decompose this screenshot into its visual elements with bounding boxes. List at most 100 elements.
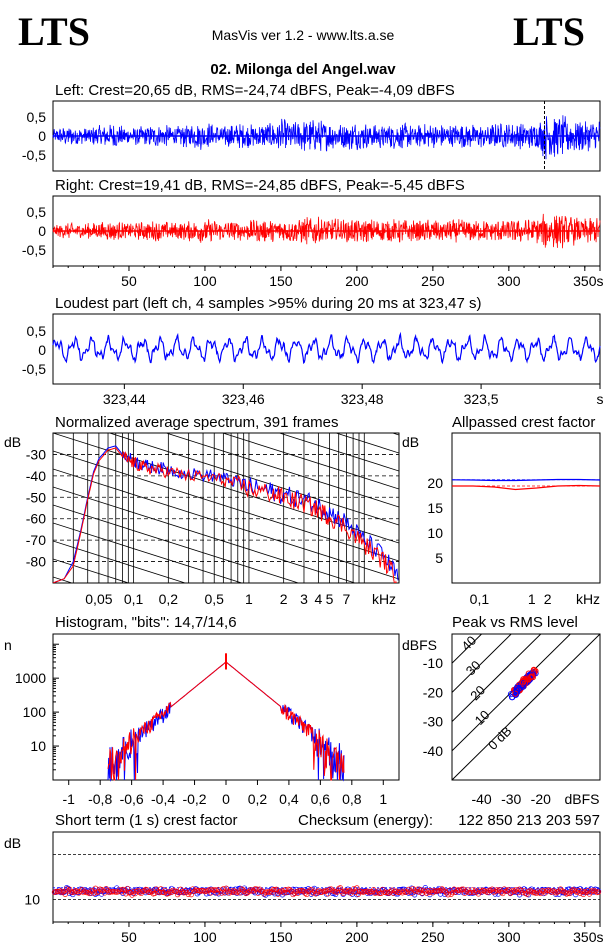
grid-diagonal xyxy=(53,486,357,583)
xtick-label: 3 xyxy=(300,591,308,607)
crest-point xyxy=(408,890,415,896)
spectrum-frame xyxy=(52,432,400,584)
ytick-label: -60 xyxy=(26,511,46,527)
xtick-label: 0 xyxy=(222,791,230,807)
crest-point xyxy=(507,890,514,897)
spectrum-yaxis: -30 -40 -50 -60 -70 -80 xyxy=(26,446,46,569)
ytick-label: 10 xyxy=(427,525,443,541)
grid-diagonal xyxy=(53,433,399,544)
grid-diagonal xyxy=(53,468,399,580)
xtick-label: 2 xyxy=(280,591,288,607)
spectrum-title: Normalized average spectrum, 391 frames xyxy=(55,414,338,431)
crest-point xyxy=(208,890,214,896)
xtick-label: 0,8 xyxy=(342,791,362,807)
crest-point xyxy=(418,887,424,893)
xtick-label: 200 xyxy=(345,273,369,289)
crest-point xyxy=(396,889,403,896)
loudest-part-xaxis: 323,44 323,46 323,48 323,5 s xyxy=(103,384,604,407)
spectrum-line xyxy=(53,447,397,583)
xtick-label: -0,8 xyxy=(88,791,112,807)
ytick-label: 100 xyxy=(23,704,47,720)
xtick-label: 2 xyxy=(544,591,552,607)
xtick-label: s xyxy=(597,273,604,289)
crest-diagonal xyxy=(452,634,542,723)
crest-point xyxy=(158,886,164,892)
xtick-label: 323,46 xyxy=(222,391,265,407)
crest-point xyxy=(103,885,109,892)
xtick-label: 250 xyxy=(421,929,445,945)
ytick-label: -50 xyxy=(26,489,46,505)
short-term-xaxis: 50 100 150 200 250 300 350 s xyxy=(52,922,604,945)
left-ytick: 0,5 xyxy=(27,109,47,125)
crest-point xyxy=(304,891,310,898)
short-term-series xyxy=(51,885,602,898)
xtick-label: 1 xyxy=(379,791,387,807)
crest-point xyxy=(459,886,465,892)
right-waveform-title: Right: Crest=19,41 dB, RMS=-24,85 dBFS, … xyxy=(55,177,465,194)
crest-point xyxy=(220,886,226,892)
xtick-label: 50 xyxy=(121,929,137,945)
xtick-label: kHz xyxy=(372,591,396,607)
xtick-label: 7 xyxy=(343,591,351,607)
peak-rms-ylabel: dBFS xyxy=(402,637,437,653)
loudest-part-series xyxy=(52,331,601,365)
ytick-label: 20 xyxy=(427,475,443,491)
allpassed-frame xyxy=(451,432,601,584)
left-waveform-series xyxy=(52,101,601,171)
grid-diagonal xyxy=(53,558,130,583)
waveform-line xyxy=(52,115,601,160)
xtick-label: 150 xyxy=(269,273,293,289)
spectrum-xaxis: 0,05 0,1 0,2 0,5 1 2 3 4 5 7 kHz xyxy=(85,591,396,607)
xtick-label: 0,2 xyxy=(159,591,179,607)
crest-point xyxy=(393,891,400,897)
xtick-label: 0,4 xyxy=(279,791,299,807)
loudest-ytick: 0,5 xyxy=(27,323,47,339)
ytick-label: -80 xyxy=(26,554,46,570)
crest-point xyxy=(244,890,251,896)
spectrum-ylabel: dB xyxy=(4,434,21,450)
xtick-label: 300 xyxy=(497,929,521,945)
ytick-label: 5 xyxy=(435,550,443,566)
xtick-label: 323,5 xyxy=(464,391,499,407)
crest-point xyxy=(425,888,431,894)
loudest-part-yaxis: 0,5 0 -0,5 xyxy=(22,323,46,377)
crest-point xyxy=(281,890,287,896)
right-ytick: 0 xyxy=(38,223,46,239)
xtick-label: 5 xyxy=(326,591,334,607)
peak-rms-xaxis: -40 -30 -20 dBFS xyxy=(471,791,599,807)
ytick-label: -40 xyxy=(26,468,46,484)
histogram-xaxis: -1 -0,8 -0,6 -0,4 -0,2 0 0,2 0,4 0,6 0,8 1 xyxy=(63,780,387,807)
crest-point xyxy=(492,888,498,895)
loudest-part-title: Loudest part (left ch, 4 samples >95% du… xyxy=(55,295,482,312)
scatter-point xyxy=(531,667,538,674)
xtick-label: -40 xyxy=(471,791,491,807)
right-waveform-yaxis: 0,5 0 -0,5 xyxy=(22,204,46,258)
peak-rms-title: Peak vs RMS level xyxy=(452,614,578,631)
grid-diagonal xyxy=(53,504,300,583)
crest-point xyxy=(366,889,372,896)
crest-point xyxy=(240,887,246,893)
xtick-label: 350 xyxy=(573,929,597,945)
scatter-point xyxy=(524,676,531,683)
crest-point xyxy=(329,887,336,894)
crest-point xyxy=(70,891,76,898)
crest-point xyxy=(91,890,97,896)
crest-point xyxy=(323,888,330,894)
spectrum-series-group xyxy=(53,445,399,583)
crest-point xyxy=(486,887,492,893)
ytick-label: -10 xyxy=(423,655,443,671)
crest-point xyxy=(173,888,179,894)
grid-diagonal xyxy=(53,540,187,583)
left-ytick: 0 xyxy=(38,128,46,144)
xtick-label: -0,2 xyxy=(182,791,206,807)
lts-logo-right: LTS xyxy=(513,9,585,54)
allpassed-yaxis: 20 15 10 5 xyxy=(427,475,443,566)
short-term-title: Short term (1 s) crest factor xyxy=(55,812,238,829)
checksum-label: Checksum (energy): xyxy=(298,812,433,829)
peak-rms-series xyxy=(507,666,539,701)
crest-point xyxy=(530,889,536,896)
scatter-point xyxy=(527,674,534,681)
crest-point xyxy=(120,890,126,896)
crest-point xyxy=(57,888,64,894)
right-ytick: -0,5 xyxy=(22,242,46,258)
